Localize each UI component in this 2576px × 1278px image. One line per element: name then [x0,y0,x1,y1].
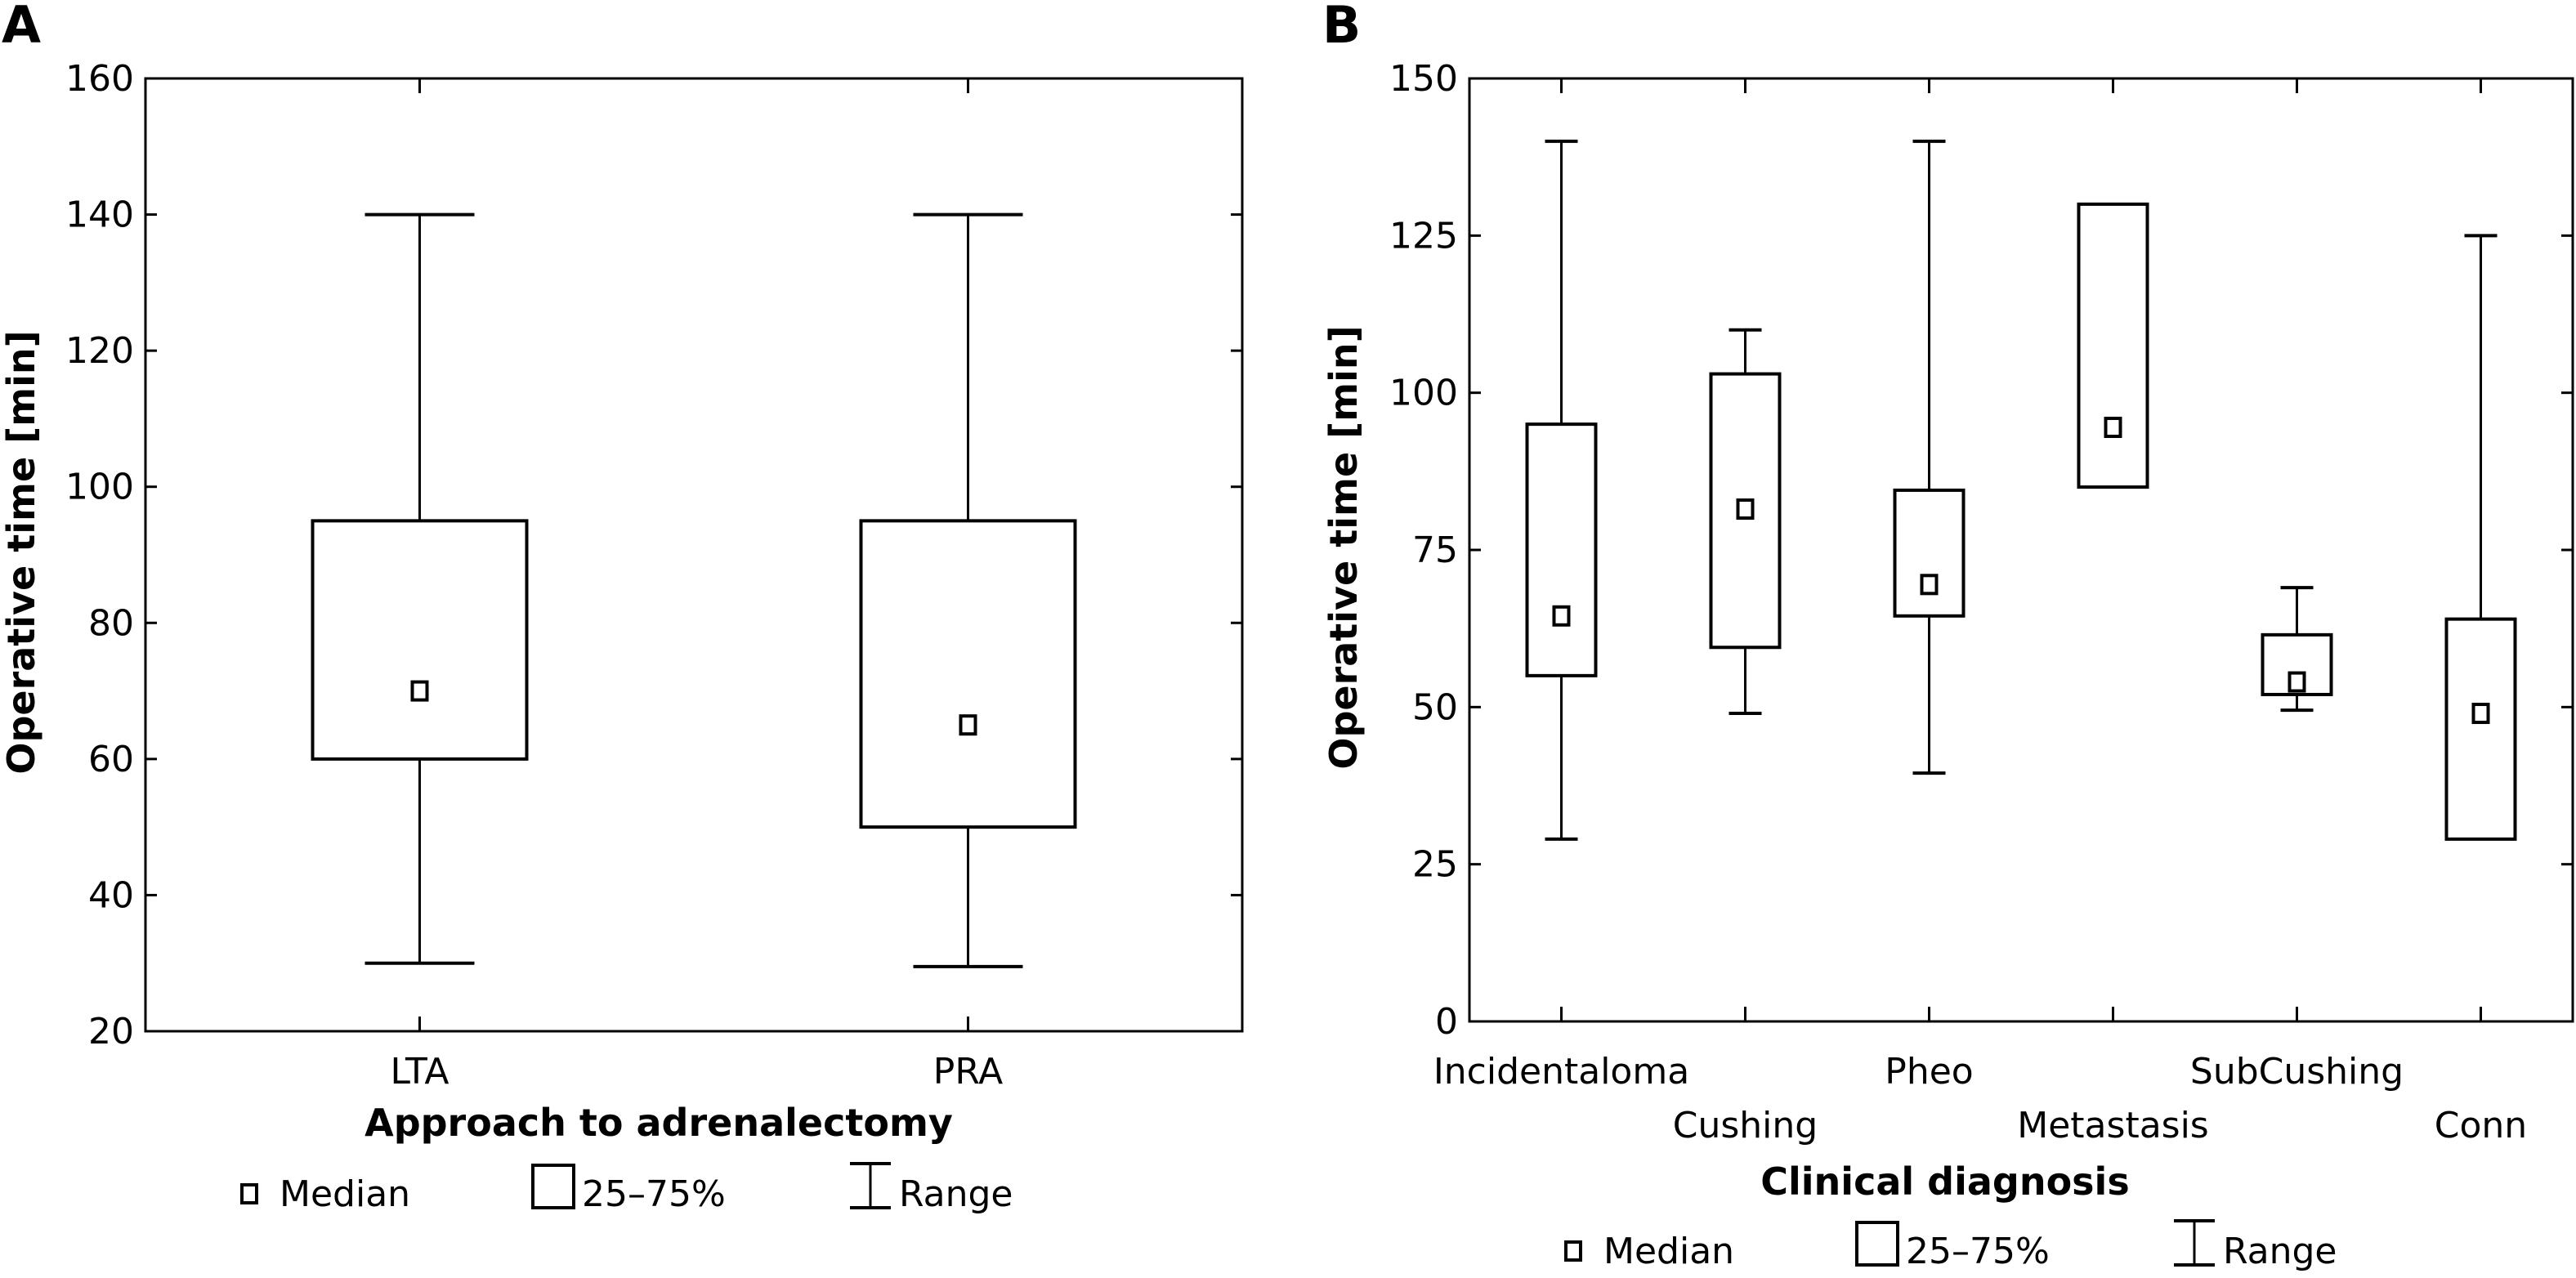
legend-median-icon [1564,1240,1582,1262]
legend-box-icon [1855,1221,1899,1267]
y-tick-label: 125 [1389,215,1458,257]
median-marker [1920,574,1939,596]
x-tick-label: Cushing [1673,1105,1818,1146]
median-marker [2288,671,2306,693]
x-tick-label: Metastasis [2017,1105,2208,1146]
box-conn [2444,234,2517,841]
median-marker [1736,498,1755,520]
x-axis-title-a: Approach to adrenalectomy [364,1101,953,1145]
iqr-box [2077,202,2149,489]
median-marker [410,680,429,702]
x-tick-label: Pheo [1885,1051,1973,1093]
plot-frame [144,77,1244,1033]
box-subcushing [2261,586,2333,713]
legend-range-label: Range [899,1173,1013,1215]
panel-a: A Operative time [min] Approach to adren… [0,0,1244,1215]
legend-box-label: 25–75% [582,1173,726,1215]
y-axis-title-a: Operative time [min] [0,330,43,774]
iqr-box [1525,422,1598,677]
x-tick-label: PRA [933,1051,1003,1093]
box-pra [859,212,1077,968]
y-tick-label: 20 [88,1011,134,1052]
legend-median-label: Median [1603,1231,1734,1272]
x-tick-label: Incidentaloma [1433,1051,1689,1093]
x-tick-label: SubCushing [2190,1051,2404,1093]
y-tick-label: 100 [65,467,134,508]
median-marker [2471,703,2490,725]
legend-a: Median 25–75% Range [240,1162,1013,1215]
iqr-box [2444,617,2517,841]
panel-b: B Operative time [min] Clinical diagnosi… [1322,0,2574,1272]
y-axis-title-b: Operative time [min] [1322,325,1366,769]
x-tick-label: Conn [2435,1105,2527,1146]
legend-box-icon [531,1164,575,1209]
y-tick-label: 60 [88,739,134,780]
y-tick-label: 120 [65,330,134,372]
median-marker [959,714,977,736]
box-lta [311,212,529,965]
box-metastasis [2077,202,2149,489]
legend-b: Median 25–75% Range [1564,1219,2337,1272]
panel-label-a: A [2,0,41,55]
y-tick-label: 75 [1412,530,1458,571]
y-tick-label: 50 [1412,686,1458,728]
x-tick-label: LTA [390,1051,449,1093]
iqr-box [311,519,529,761]
median-marker [1552,605,1571,627]
median-marker [2104,416,2122,438]
y-tick-label: 140 [65,194,134,236]
legend-box-label: 25–75% [1906,1231,2050,1272]
y-tick-label: 160 [65,58,134,100]
legend-median-icon [240,1183,258,1204]
y-tick-label: 150 [1389,58,1458,100]
box-pheo [1893,139,1966,775]
legend-range-label: Range [2223,1231,2337,1272]
iqr-box [859,519,1077,829]
legend-median-label: Median [280,1173,410,1215]
plot-area-a: 20 40 60 80 100 120 140 160 LTA PRA [65,58,1244,1093]
y-tick-label: 80 [88,602,134,644]
panel-label-b: B [1322,0,1361,55]
plot-frame [1468,77,2574,1023]
y-tick-label: 0 [1435,1001,1458,1043]
y-tick-label: 100 [1389,373,1458,414]
iqr-box [1893,488,1966,618]
plot-area-b: 0 25 50 75 100 125 150 Incidentaloma Cushing Pheo… [1389,58,2574,1146]
box-incidentaloma [1525,139,1598,841]
y-tick-label: 25 [1412,844,1458,886]
y-tick-label: 40 [88,874,134,916]
x-axis-title-b: Clinical diagnosis [1760,1160,2129,1204]
box-cushing [1709,328,1782,716]
